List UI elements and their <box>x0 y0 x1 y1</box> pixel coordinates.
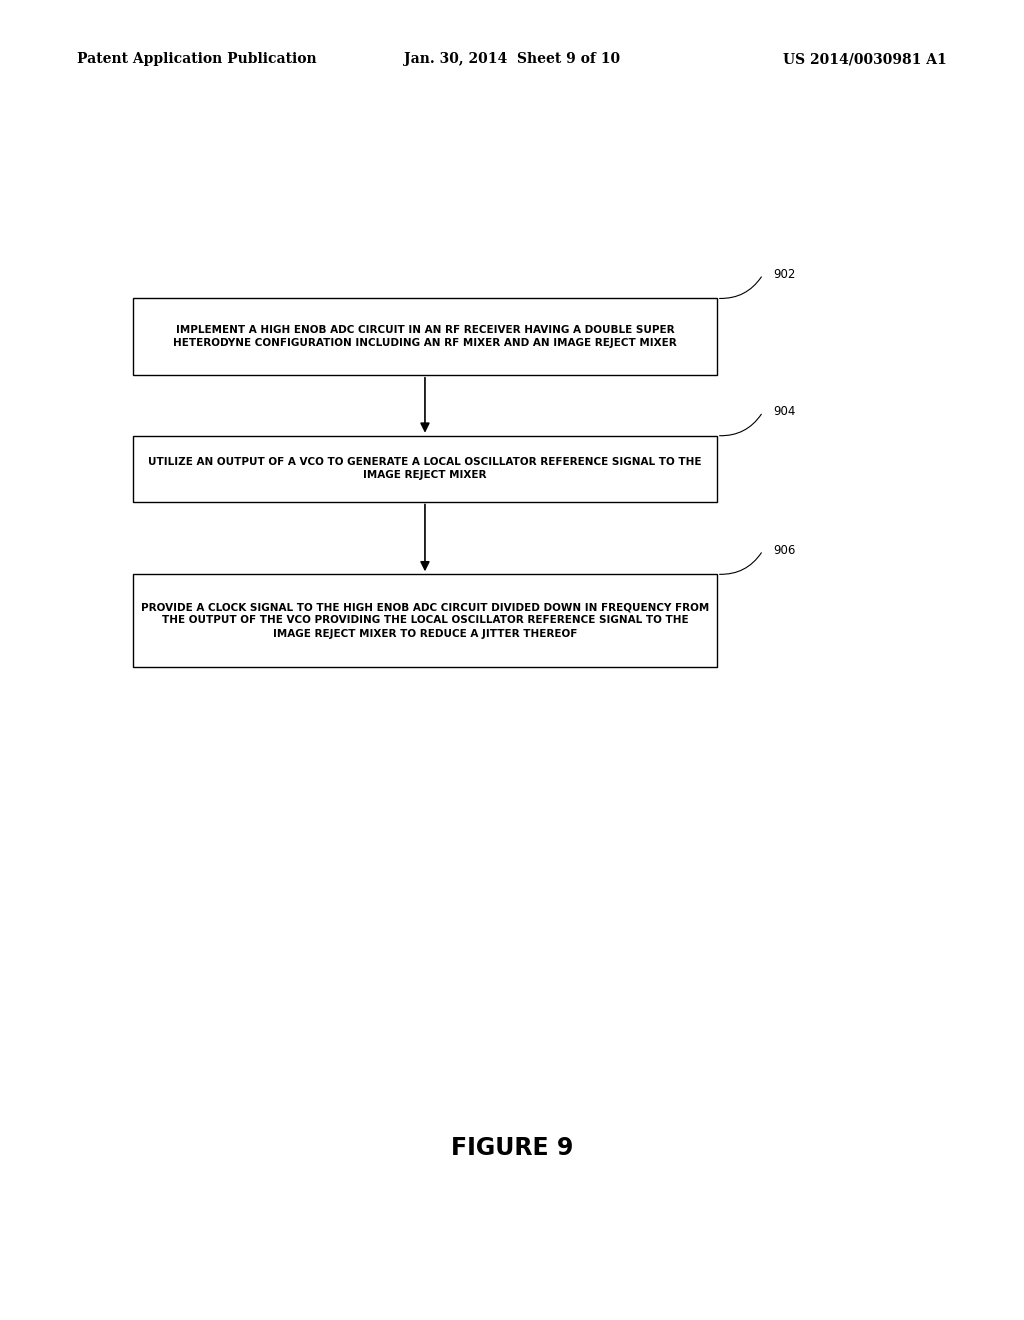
Text: 902: 902 <box>773 268 796 281</box>
Text: PROVIDE A CLOCK SIGNAL TO THE HIGH ENOB ADC CIRCUIT DIVIDED DOWN IN FREQUENCY FR: PROVIDE A CLOCK SIGNAL TO THE HIGH ENOB … <box>141 602 709 639</box>
Text: IMPLEMENT A HIGH ENOB ADC CIRCUIT IN AN RF RECEIVER HAVING A DOUBLE SUPER
HETERO: IMPLEMENT A HIGH ENOB ADC CIRCUIT IN AN … <box>173 325 677 348</box>
Bar <box>133 436 717 502</box>
Text: Jan. 30, 2014  Sheet 9 of 10: Jan. 30, 2014 Sheet 9 of 10 <box>403 53 621 66</box>
Text: US 2014/0030981 A1: US 2014/0030981 A1 <box>783 53 947 66</box>
Text: 904: 904 <box>773 405 796 418</box>
Bar <box>133 574 717 667</box>
Text: 906: 906 <box>773 544 796 557</box>
Text: UTILIZE AN OUTPUT OF A VCO TO GENERATE A LOCAL OSCILLATOR REFERENCE SIGNAL TO TH: UTILIZE AN OUTPUT OF A VCO TO GENERATE A… <box>148 457 701 480</box>
Text: FIGURE 9: FIGURE 9 <box>451 1137 573 1160</box>
Bar <box>133 298 717 375</box>
Text: Patent Application Publication: Patent Application Publication <box>77 53 316 66</box>
